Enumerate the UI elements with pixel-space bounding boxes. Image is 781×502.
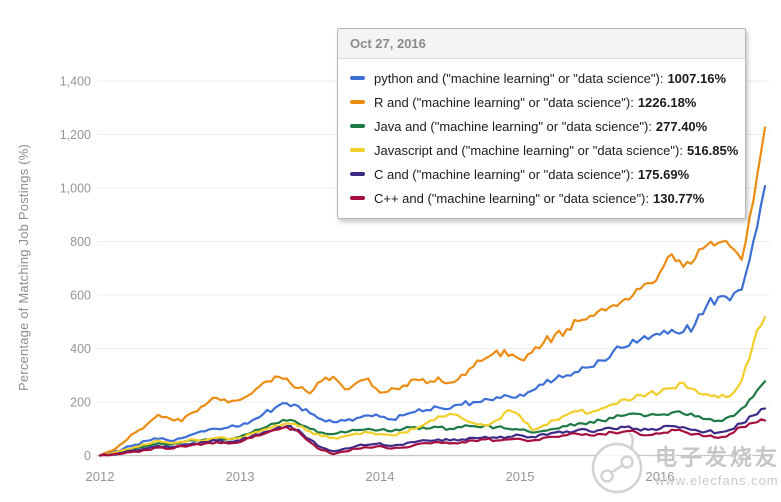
hover-tooltip: Oct 27, 2016 python and ("machine learni… [337,28,746,219]
tooltip-item-cpp: C++ and ("machine learning" or "data sci… [350,186,733,210]
series-label: R and ("machine learning" or "data scien… [374,94,634,110]
series-label: C++ and ("machine learning" or "data sci… [374,190,649,206]
watermark-text: 电子发烧友 www.elecfans.com [655,440,780,488]
y-tick-label: 0 [84,449,91,463]
x-tick-label-2013: 2013 [226,469,255,484]
y-tick-label: 1,200 [60,128,91,142]
y-tick-label: 1,400 [60,75,91,89]
x-tick-label-2016: 2016 [646,469,675,484]
series-line-cpp[interactable] [98,418,767,457]
tooltip-date: Oct 27, 2016 [338,29,745,59]
tooltip-legend-list: python and ("machine learning" or "data … [338,59,745,218]
elecfans-logo-icon [591,432,643,494]
tooltip-item-c: C and ("machine learning" or "data scien… [350,162,733,186]
series-label: C and ("machine learning" or "data scien… [374,166,634,182]
series-line-python[interactable] [98,185,767,457]
tooltip-item-java: Java and ("machine learning" or "data sc… [350,114,733,138]
watermark: 电子发烧友 www.elecfans.com [585,430,780,498]
series-swatch-cpp [350,196,365,200]
series-swatch-java [350,124,365,128]
tooltip-item-r: R and ("machine learning" or "data scien… [350,90,733,114]
series-value: 516.85% [686,142,739,158]
watermark-url: www.elecfans.com [654,473,779,488]
series-swatch-javascript [350,148,365,152]
series-swatch-python [350,76,365,80]
x-tick-label-2012: 2012 [86,469,115,484]
series-label: python and ("machine learning" or "data … [374,70,664,86]
y-tick-label: 200 [70,396,91,410]
series-value: 130.77% [653,190,705,206]
series-swatch-r [350,100,365,104]
x-tick-label-2014: 2014 [366,469,395,484]
y-tick-label: 800 [70,235,91,249]
tooltip-item-python: python and ("machine learning" or "data … [350,66,733,90]
series-label: Java and ("machine learning" or "data sc… [374,118,652,134]
series-line-javascript[interactable] [98,316,767,457]
y-tick-label: 400 [70,342,91,356]
series-label: Javascript and ("machine learning" or "d… [374,142,683,158]
y-tick-label: 600 [70,289,91,303]
watermark-name: 电子发烧友 [654,445,780,470]
x-tick-label-2015: 2015 [506,469,535,484]
series-line-c[interactable] [98,407,767,457]
series-value: 277.40% [655,118,708,134]
series-value: 175.69% [637,166,690,182]
y-tick-label: 1,000 [60,182,91,196]
series-value: 1007.16% [667,70,727,86]
series-line-r[interactable] [98,126,767,457]
tooltip-item-javascript: Javascript and ("machine learning" or "d… [350,138,738,162]
series-swatch-c [350,172,365,176]
series-value: 1226.18% [637,94,697,110]
